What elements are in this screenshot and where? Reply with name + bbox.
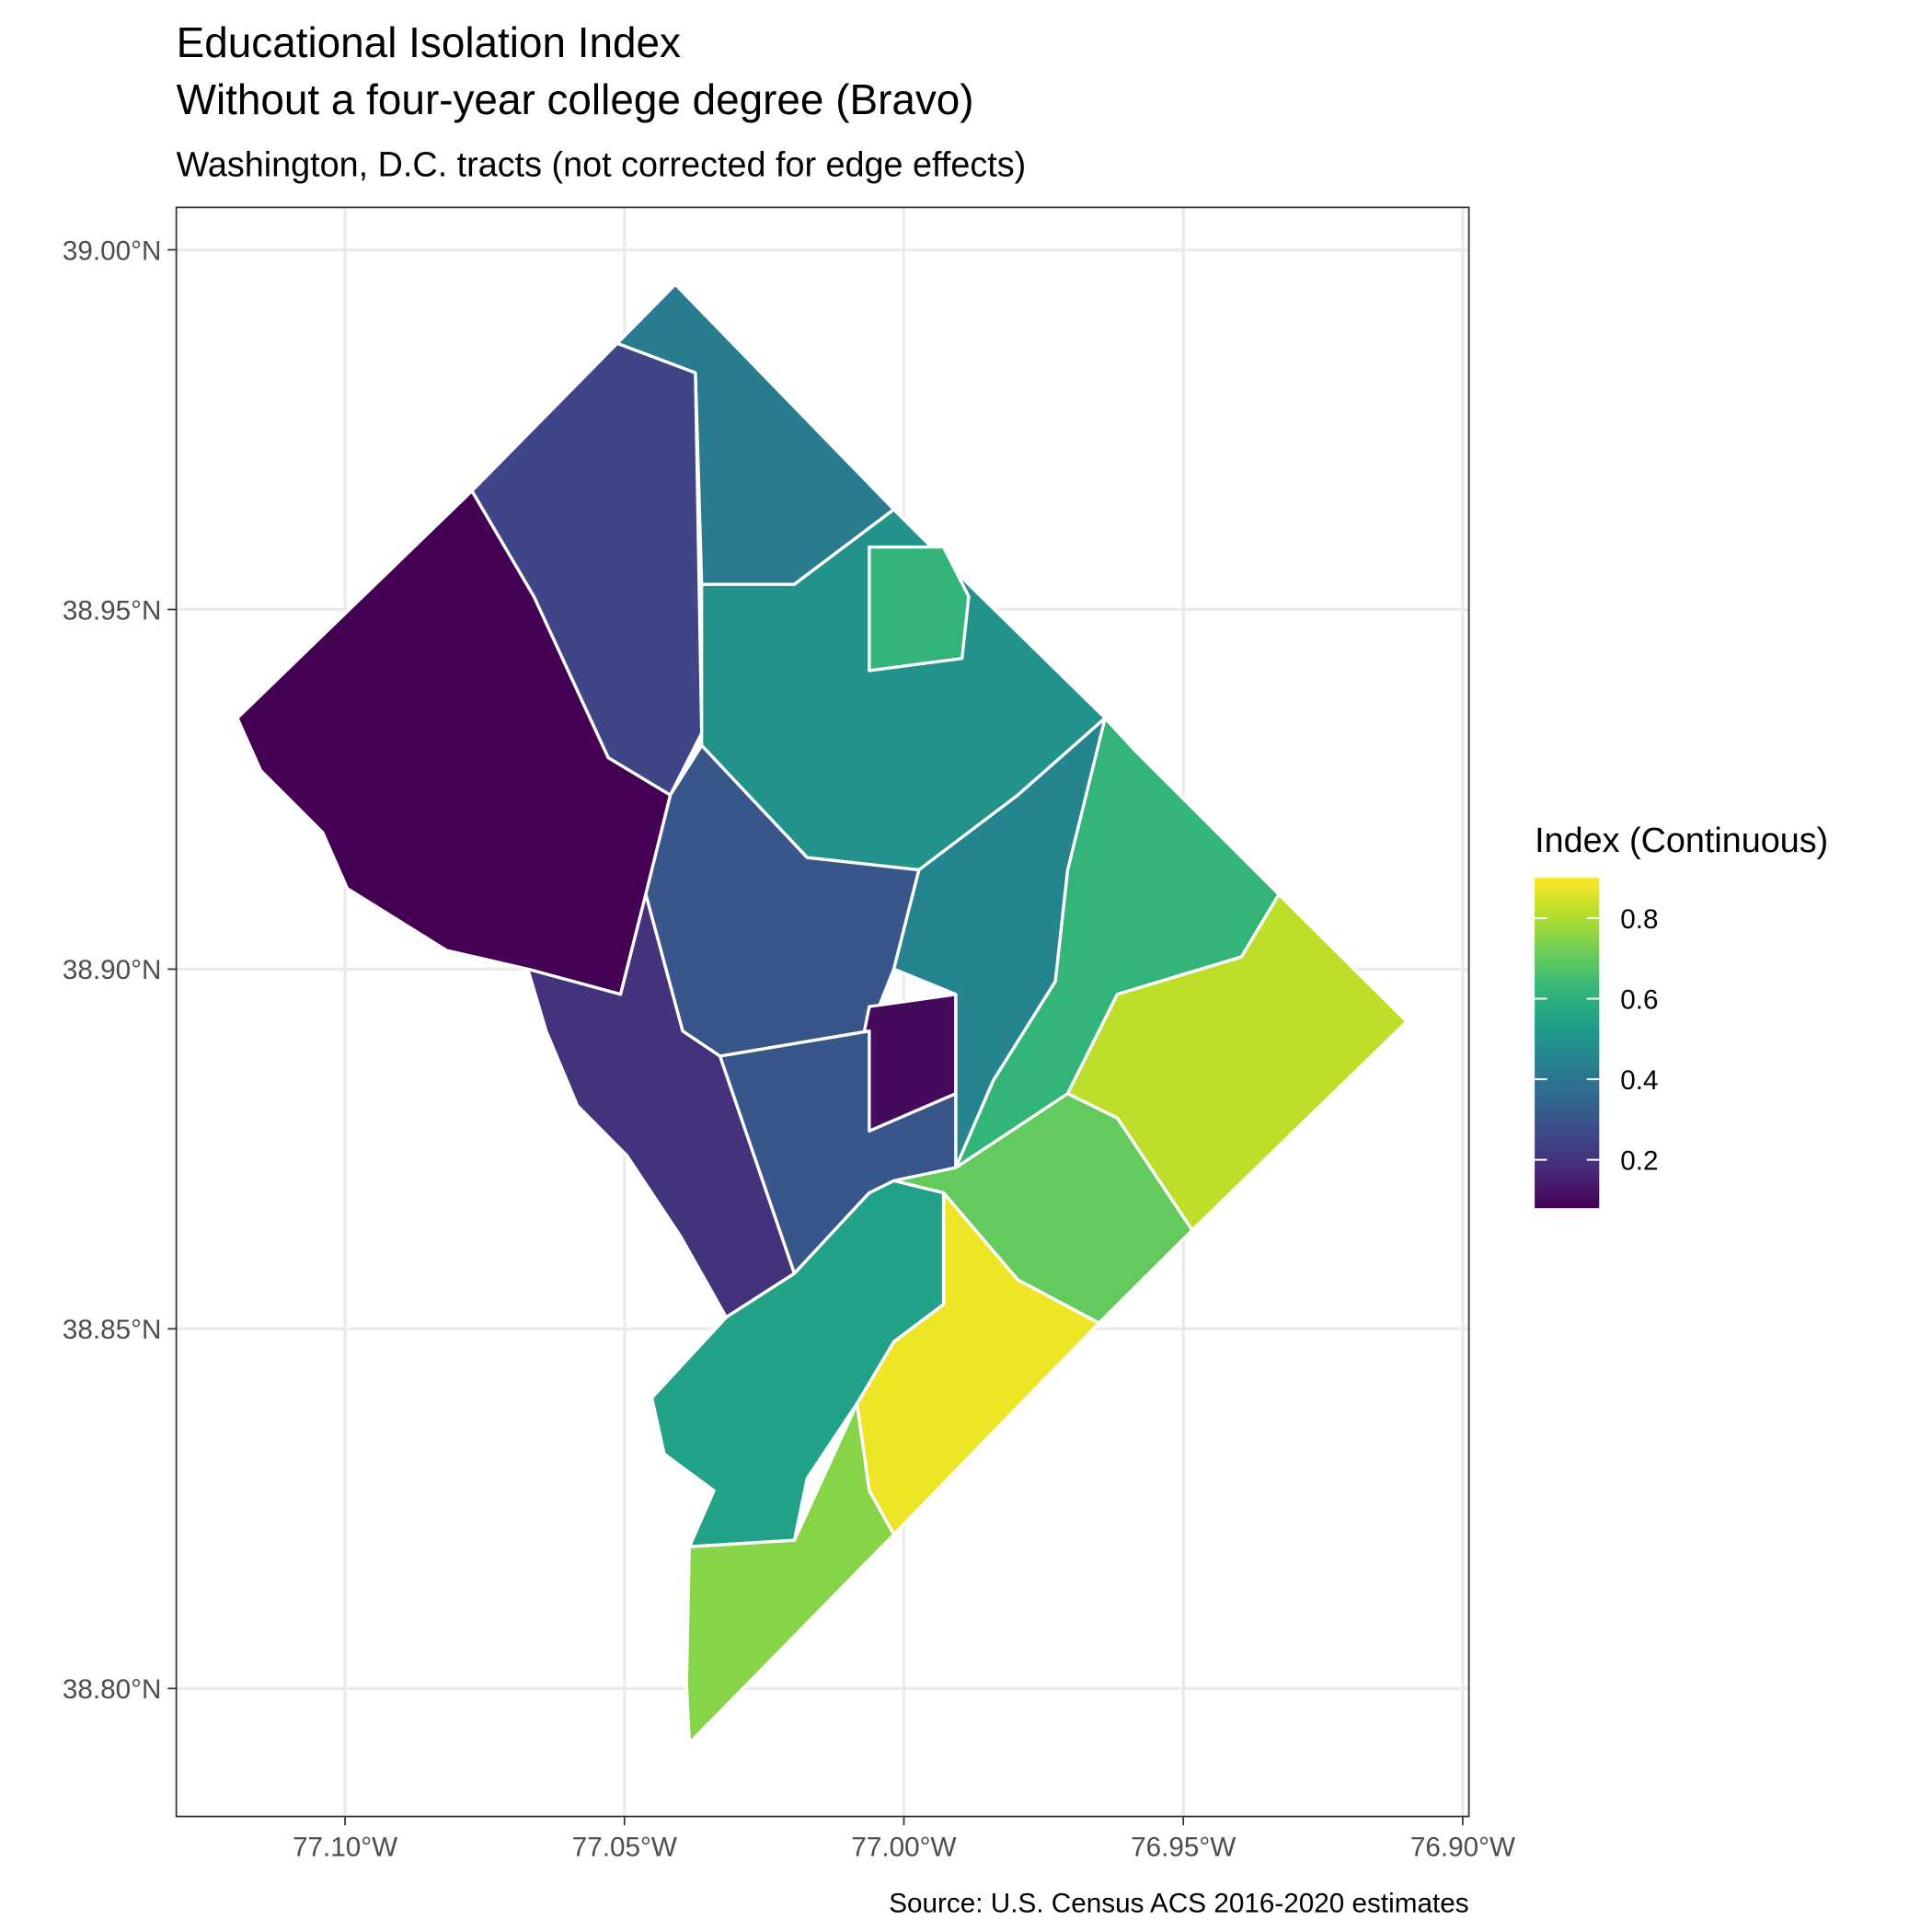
colorbar bbox=[1535, 878, 1600, 1209]
title-line-1: Educational Isolation Index bbox=[177, 18, 681, 66]
tract-region bbox=[868, 545, 971, 673]
x-tick-label: 77.00°W bbox=[851, 1833, 956, 1863]
caption: Source: U.S. Census ACS 2016-2020 estima… bbox=[889, 1888, 1468, 1918]
y-tick-label: 38.90°N bbox=[63, 955, 162, 985]
legend-layer: 0.2 0.4 0.6 0.8 bbox=[1535, 904, 1659, 1176]
x-tick-label: 77.05°W bbox=[572, 1833, 677, 1863]
legend-tick-label: 0.2 bbox=[1620, 1145, 1658, 1176]
y-tick-label: 38.85°N bbox=[63, 1315, 162, 1345]
region-layer bbox=[236, 282, 1409, 1745]
y-tick-label: 39.00°N bbox=[63, 236, 162, 266]
legend-tick-label: 0.8 bbox=[1620, 904, 1658, 935]
axis-layer: 77.10°W 77.05°W 77.00°W 76.95°W 76.90°W 38.80… bbox=[63, 236, 1515, 1862]
y-tick-label: 38.95°N bbox=[63, 595, 162, 626]
subtitle: Washington, D.C. tracts (not corrected f… bbox=[177, 146, 1027, 185]
legend-tick-label: 0.6 bbox=[1620, 984, 1658, 1015]
legend-title: Index (Continuous) bbox=[1535, 822, 1828, 860]
x-tick-label: 76.95°W bbox=[1131, 1833, 1236, 1863]
title-line-2: Without a four-year college degree (Brav… bbox=[177, 75, 974, 123]
panel-border bbox=[175, 206, 1470, 1818]
x-tick-label: 77.10°W bbox=[293, 1833, 397, 1863]
y-tick-label: 38.80°N bbox=[63, 1674, 162, 1705]
tract-region bbox=[684, 1402, 896, 1745]
x-tick-label: 76.90°W bbox=[1410, 1833, 1515, 1863]
legend-tick-label: 0.4 bbox=[1620, 1065, 1658, 1096]
